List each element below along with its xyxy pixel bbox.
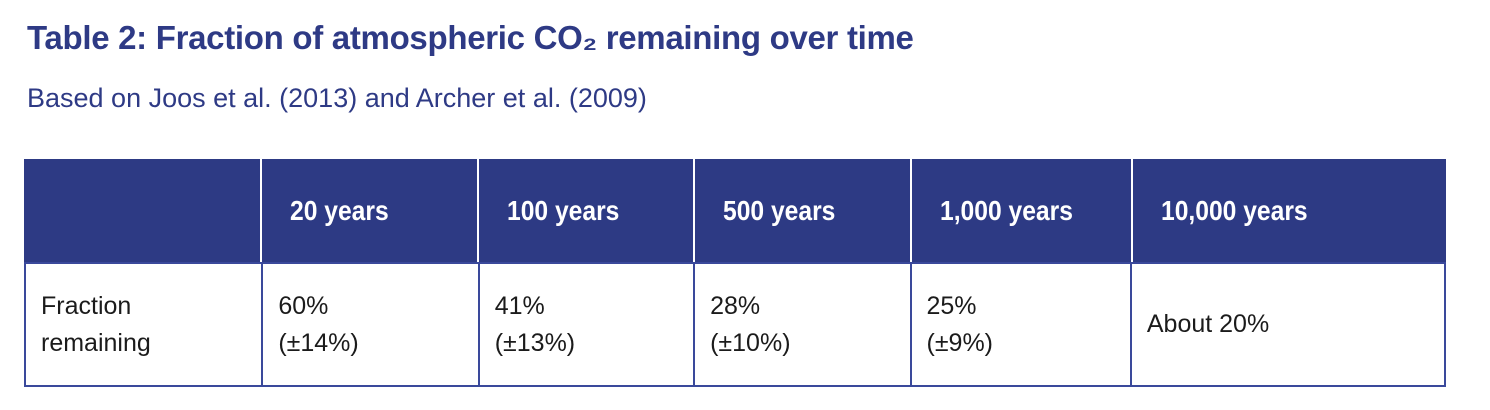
header-cell-100-years: 100 years	[479, 159, 695, 262]
data-cell-10000-years: About 20%	[1132, 264, 1444, 385]
table-data-row: Fraction remaining 60% (±14%) 41% (±13%)…	[24, 262, 1446, 387]
data-cell-1000-years: 25% (±9%)	[912, 264, 1132, 385]
header-cell-empty	[24, 159, 262, 262]
value-500-years: 28%	[710, 291, 761, 320]
data-cell-100-years: 41% (±13%)	[480, 264, 696, 385]
header-cell-10000-years: 10,000 years	[1161, 194, 1308, 226]
data-cell-20-years: 60% (±14%)	[263, 264, 480, 385]
row-label: Fraction remaining	[41, 291, 151, 357]
header-cell-1000-years: 1,000 years	[912, 159, 1133, 262]
table-title: Table 2: Fraction of atmospheric CO₂ rem…	[27, 19, 914, 56]
uncertainty-20-years: (±14%)	[278, 328, 359, 357]
uncertainty-1000-years: (±9%)	[926, 328, 994, 357]
uncertainty-100-years: (±13%)	[494, 328, 576, 357]
table-header-row: 20 years 100 years 500 years 1,000 years…	[24, 159, 1446, 262]
value-100-years: 41%	[494, 291, 545, 320]
data-cell-500-years: 28% (±10%)	[695, 264, 912, 385]
header-cell-20-years: 20 years	[262, 159, 479, 262]
uncertainty-500-years: (±10%)	[710, 328, 791, 357]
row-label-cell: Fraction remaining	[26, 264, 264, 385]
value-1000-years: 25%	[926, 291, 977, 320]
value-20-years: 60%	[278, 291, 329, 320]
header-cell-500-years: 500 years	[695, 159, 912, 262]
value-10000-years: About 20%	[1146, 310, 1270, 338]
co2-remaining-table: 20 years 100 years 500 years 1,000 years…	[24, 159, 1446, 387]
table-subtitle: Based on Joos et al. (2013) and Archer e…	[27, 83, 647, 113]
